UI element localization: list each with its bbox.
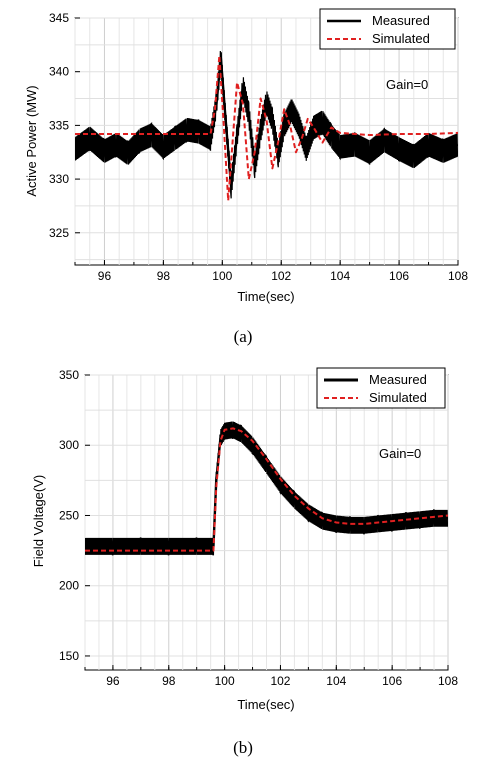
x-tick-label-b: 98 <box>162 674 176 688</box>
ticks-a: 96 98 100 102 104 106 108 325 330 335 340 345 <box>49 11 468 283</box>
caption-b: (b) <box>233 738 253 757</box>
series-measured-band-a <box>75 51 458 199</box>
series-measured-line-a <box>75 56 458 188</box>
x-tick-label-a: 100 <box>212 269 232 283</box>
legend-label-simulated-b: Simulated <box>369 390 427 405</box>
x-tick-label-b: 102 <box>270 674 290 688</box>
x-tick-label-a: 108 <box>448 269 468 283</box>
gain-annotation-b: Gain=0 <box>379 446 421 461</box>
y-tick-label-b: 350 <box>59 368 79 382</box>
y-tick-label-a: 325 <box>49 226 69 240</box>
y-tick-label-b: 250 <box>59 508 79 522</box>
legend-label-measured-b: Measured <box>369 372 427 387</box>
legend-a: Measured Simulated <box>319 8 456 50</box>
x-axis-title-a: Time(sec) <box>237 289 294 304</box>
x-tick-label-b: 100 <box>215 674 235 688</box>
y-tick-label-b: 300 <box>59 438 79 452</box>
x-tick-label-a: 102 <box>271 269 291 283</box>
series-simulated-line-a <box>75 54 458 202</box>
x-tick-label-a: 96 <box>98 269 112 283</box>
legend-box-a <box>319 8 456 50</box>
x-axis-title-b: Time(sec) <box>237 697 294 712</box>
caption-a: (a) <box>234 327 253 346</box>
series-layer-b <box>85 421 448 556</box>
x-tick-label-b: 106 <box>382 674 402 688</box>
y-tick-label-a: 345 <box>49 11 69 25</box>
series-layer-a <box>75 51 458 202</box>
y-axis-title-a: Active Power (MW) <box>24 85 39 196</box>
series-measured-band-b <box>85 421 448 556</box>
series-measured-line-b <box>85 428 448 548</box>
ticks-b: 96 98 100 102 104 106 108 150 200 250 300 350 <box>59 368 458 688</box>
gain-annotation-a: Gain=0 <box>386 77 428 92</box>
x-tick-label-b: 96 <box>106 674 120 688</box>
legend-box-b <box>316 367 446 409</box>
grid-b <box>84 374 449 670</box>
y-tick-label-b: 150 <box>59 649 79 663</box>
x-tick-label-b: 104 <box>326 674 346 688</box>
x-tick-label-a: 106 <box>389 269 409 283</box>
y-tick-label-a: 330 <box>49 172 69 186</box>
legend-label-measured-a: Measured <box>372 13 430 28</box>
legend-label-simulated-a: Simulated <box>372 31 430 46</box>
y-tick-label-b: 200 <box>59 579 79 593</box>
x-tick-label-b: 108 <box>438 674 458 688</box>
x-tick-label-a: 104 <box>330 269 350 283</box>
x-tick-label-a: 98 <box>157 269 171 283</box>
series-simulated-line-b <box>85 427 448 552</box>
panel-a: 96 98 100 102 104 106 108 325 330 335 340 345 Time(… <box>24 8 468 346</box>
legend-b: Measured Simulated <box>316 367 446 409</box>
y-tick-label-a: 335 <box>49 118 69 132</box>
y-axis-title-b: Field Voltage(V) <box>31 475 46 568</box>
y-tick-label-a: 340 <box>49 65 69 79</box>
series-clip-a <box>75 51 458 202</box>
panel-b: 96 98 100 102 104 106 108 150 200 250 300 350 Time(… <box>31 367 458 757</box>
series-clip-b <box>85 421 448 556</box>
